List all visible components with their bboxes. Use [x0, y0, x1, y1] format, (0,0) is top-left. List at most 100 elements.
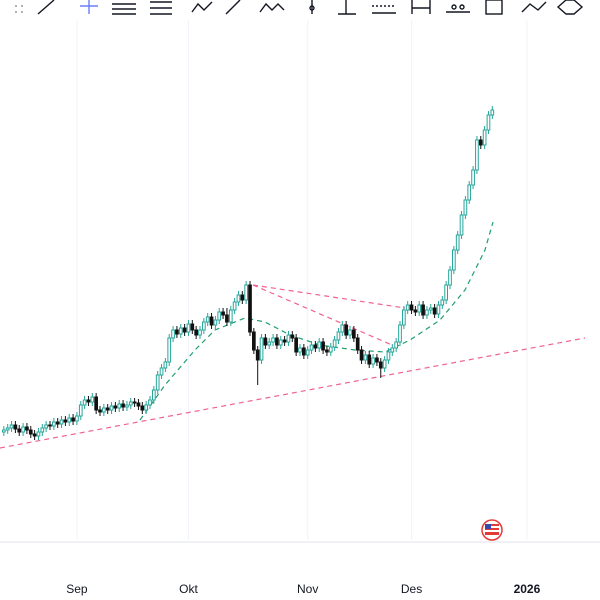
- candle-body: [75, 415, 79, 422]
- candle-body: [459, 214, 464, 236]
- candle-body: [105, 407, 110, 411]
- candle-body: [263, 337, 268, 346]
- candle-body: [344, 324, 348, 336]
- candle-body: [90, 396, 95, 403]
- candle-body: [375, 357, 379, 363]
- candle-body: [98, 409, 102, 413]
- candle-body: [355, 337, 360, 351]
- candle-body: [463, 199, 468, 216]
- candle-body: [336, 331, 341, 341]
- candle-body: [109, 405, 114, 411]
- candle-body: [232, 301, 237, 311]
- candle-body: [52, 421, 56, 427]
- moving-average: [139, 221, 494, 421]
- candle-body: [413, 309, 418, 313]
- candle-body: [390, 347, 395, 353]
- candle-body: [363, 354, 368, 361]
- candle-body: [475, 139, 479, 171]
- tool-icon[interactable]: [15, 5, 23, 13]
- candle-body: [102, 407, 106, 413]
- tool-icon[interactable]: [112, 3, 136, 15]
- candle-body: [367, 354, 372, 365]
- candle-body: [113, 405, 118, 409]
- candle-body: [352, 329, 356, 339]
- candle-body: [225, 314, 229, 323]
- candle-body: [55, 421, 60, 425]
- candle-body: [325, 349, 329, 353]
- candle-body: [371, 357, 375, 365]
- candle-body: [190, 323, 195, 331]
- candle-body: [409, 304, 414, 311]
- candle-body: [171, 329, 175, 339]
- candle-body: [32, 433, 37, 437]
- trend-line: [0, 337, 586, 449]
- candles: [2, 106, 495, 440]
- tool-icon[interactable]: [80, 0, 98, 14]
- candle-body: [452, 249, 456, 271]
- tool-icon[interactable]: [411, 0, 431, 14]
- candle-body: [340, 324, 345, 333]
- candle-body: [302, 347, 306, 356]
- candle-body: [440, 299, 445, 306]
- candle-body: [259, 337, 264, 361]
- candle-body: [209, 316, 214, 326]
- candle-body: [255, 349, 260, 361]
- candle-body: [36, 431, 41, 437]
- candle-body: [121, 403, 125, 408]
- candle-body: [194, 329, 199, 336]
- candle-body: [425, 309, 429, 316]
- candle-body: [44, 424, 49, 429]
- tool-icon[interactable]: [485, 0, 503, 15]
- candle-body: [152, 389, 156, 401]
- candle-body: [444, 284, 448, 301]
- candle-body: [252, 331, 256, 351]
- tool-icon[interactable]: [191, 1, 213, 13]
- candle-body: [405, 304, 410, 311]
- candle-body: [228, 309, 233, 323]
- candle-body: [467, 184, 472, 201]
- candle-body: [148, 399, 152, 406]
- candle-body: [13, 424, 18, 430]
- candle-body: [213, 319, 218, 326]
- flag-icon[interactable]: [481, 519, 503, 541]
- candle-body: [67, 417, 72, 423]
- candle-body: [478, 139, 483, 146]
- tool-icon[interactable]: [225, 0, 241, 15]
- candle-body: [244, 284, 249, 301]
- tool-icon[interactable]: [37, 0, 55, 15]
- candle-body: [240, 294, 245, 301]
- candle-body: [167, 337, 172, 363]
- trend-line: [252, 284, 406, 309]
- candle-body: [5, 427, 10, 431]
- trend-line: [252, 284, 393, 346]
- tool-icon[interactable]: [338, 0, 356, 15]
- candle-body: [140, 405, 145, 411]
- candle-body: [9, 424, 14, 429]
- candle-body: [182, 327, 187, 333]
- candle-body: [202, 321, 206, 331]
- candle-body: [394, 341, 398, 349]
- candle-body: [198, 329, 202, 336]
- candle-body: [317, 341, 322, 349]
- candle-body: [248, 284, 252, 333]
- tool-icon[interactable]: [259, 2, 285, 13]
- x-tick-label: Nov: [297, 582, 318, 596]
- tool-icon[interactable]: [521, 1, 547, 13]
- candle-body: [398, 324, 402, 343]
- x-tick-label: Des: [401, 582, 422, 596]
- candle-body: [328, 346, 333, 353]
- candle-body: [278, 339, 283, 346]
- candle-body: [275, 337, 279, 346]
- tool-icon[interactable]: [372, 5, 396, 14]
- candle-body: [63, 419, 68, 423]
- tool-icon[interactable]: [446, 4, 470, 13]
- tool-icon[interactable]: [309, 0, 315, 14]
- candle-body: [471, 169, 475, 186]
- candle-body: [17, 428, 22, 433]
- candle-body: [332, 339, 337, 348]
- candle-body: [359, 349, 364, 361]
- candle-body: [348, 329, 352, 336]
- candle-body: [78, 404, 83, 417]
- tool-icon[interactable]: [556, 0, 584, 15]
- tool-icon[interactable]: [150, 1, 172, 15]
